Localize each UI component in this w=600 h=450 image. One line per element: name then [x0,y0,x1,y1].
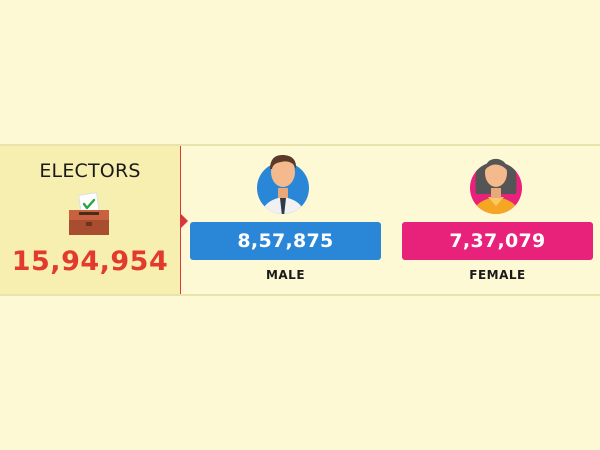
electors-total-count: 15,94,954 [11,246,169,277]
male-count-box: 8,57,875 [190,222,381,260]
electors-summary-band: ELECTORS 15,94,954 [0,144,600,296]
ballot-box-icon [69,192,109,235]
female-count-box: 7,37,079 [402,222,593,260]
electors-panel: ELECTORS 15,94,954 [0,146,181,294]
female-avatar-icon [470,158,522,214]
pointer-arrow-icon [181,214,188,228]
male-avatar-icon [257,154,309,214]
female-label: FEMALE [469,268,526,282]
electors-title: ELECTORS [39,160,141,182]
male-label: MALE [265,268,306,282]
